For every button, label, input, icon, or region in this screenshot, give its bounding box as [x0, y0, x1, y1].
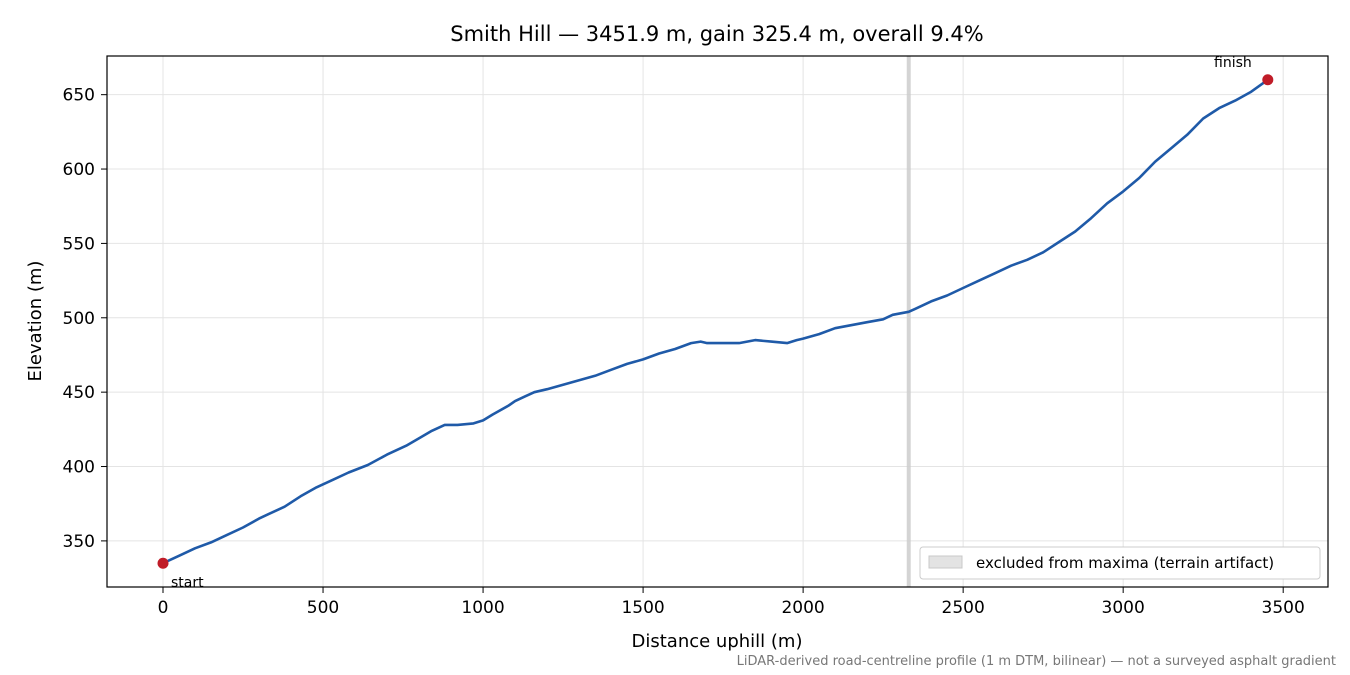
start-marker [157, 557, 169, 569]
legend: excluded from maxima (terrain artifact) [919, 546, 1321, 580]
x-axis-ticks: 0 500 1000 1500 2000 2500 3000 3500 [158, 587, 1305, 618]
start-label: start [171, 575, 204, 591]
legend-swatch [928, 555, 963, 569]
y-tick-label: 450 [63, 383, 95, 403]
x-tick-label: 3000 [1102, 598, 1145, 618]
elevation-line [161, 78, 1270, 565]
y-tick-label: 600 [63, 160, 95, 180]
y-axis-label: Elevation (m) [25, 261, 46, 382]
plot-frame [106, 55, 1329, 588]
y-tick-label: 400 [63, 458, 95, 478]
series-group [161, 78, 1270, 565]
x-tick-label: 2500 [942, 598, 985, 618]
x-tick-label: 0 [158, 598, 169, 618]
x-tick-label: 1000 [461, 598, 504, 618]
x-tick-label: 1500 [621, 598, 664, 618]
y-tick-label: 500 [63, 309, 95, 329]
legend-label: excluded from maxima (terrain artifact) [976, 554, 1274, 572]
chart-title: Smith Hill — 3451.9 m, gain 325.4 m, ove… [450, 22, 983, 46]
footnote: LiDAR-derived road-centreline profile (1… [737, 654, 1336, 669]
y-tick-label: 550 [63, 234, 95, 254]
y-tick-label: 350 [63, 532, 95, 552]
finish-label: finish [1214, 55, 1252, 71]
grid [107, 56, 1328, 587]
finish-marker [1262, 74, 1274, 86]
legend-box [919, 546, 1321, 580]
y-axis-ticks: 350 400 450 500 550 600 650 [63, 86, 107, 552]
x-tick-label: 500 [307, 598, 339, 618]
excluded-zone [906, 56, 911, 587]
x-tick-label: 3500 [1262, 598, 1305, 618]
excluded-band [906, 56, 911, 587]
x-axis-label: Distance uphill (m) [632, 631, 803, 652]
y-tick-label: 650 [63, 86, 95, 106]
x-tick-label: 2000 [781, 598, 824, 618]
